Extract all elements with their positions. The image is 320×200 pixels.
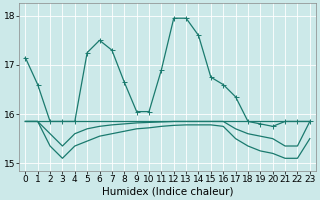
X-axis label: Humidex (Indice chaleur): Humidex (Indice chaleur)	[102, 187, 233, 197]
